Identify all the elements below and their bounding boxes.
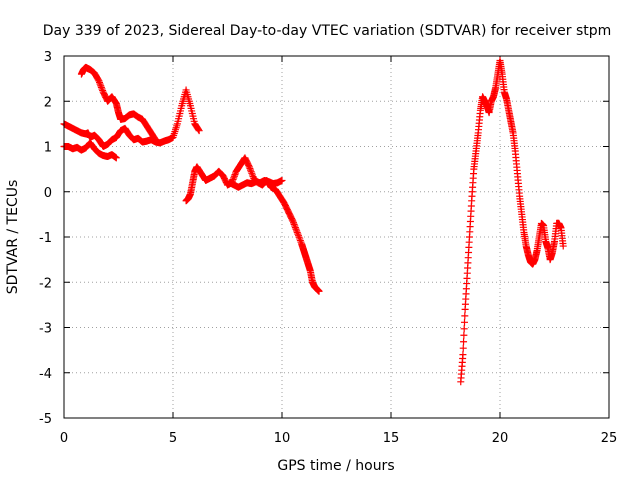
data-point — [231, 171, 239, 179]
data-point — [460, 325, 468, 333]
data-point — [293, 227, 301, 235]
data-point — [296, 237, 304, 245]
data-point — [248, 169, 256, 177]
data-point — [245, 163, 253, 171]
y-axis-label: SDTVAR / TECUs — [5, 180, 21, 295]
data-point — [278, 176, 286, 184]
data-point — [460, 338, 468, 346]
data-point — [96, 80, 104, 88]
x-tick-label: 0 — [60, 431, 68, 446]
y-tick-label: -5 — [39, 412, 52, 427]
data-point — [461, 312, 469, 320]
x-tick-label: 25 — [601, 431, 618, 446]
data-point — [289, 217, 297, 225]
data-series-2 — [77, 63, 160, 144]
data-point — [290, 219, 298, 227]
data-point — [97, 82, 105, 90]
y-tick-label: 0 — [44, 186, 52, 201]
chart-title: Day 339 of 2023, Sidereal Day-to-day VTE… — [43, 23, 612, 39]
data-point — [230, 174, 238, 182]
data-point — [152, 136, 160, 144]
data-point — [151, 135, 159, 143]
data-point — [247, 166, 255, 174]
data-point — [96, 79, 104, 87]
data-point — [98, 85, 106, 93]
data-layer — [60, 57, 567, 386]
data-series-4 — [226, 176, 286, 191]
data-point — [293, 228, 301, 236]
x-tick-label: 5 — [169, 431, 177, 446]
y-tick-label: 3 — [44, 50, 52, 65]
data-point — [230, 172, 238, 180]
data-point — [112, 154, 120, 162]
y-tick-label: -4 — [39, 367, 52, 382]
data-point — [248, 171, 256, 179]
data-point — [559, 242, 567, 250]
y-tick-label: 2 — [44, 95, 52, 110]
data-point — [246, 164, 254, 172]
plot-frame — [63, 55, 610, 419]
data-series-3 — [182, 154, 323, 295]
y-tick-label: -1 — [39, 231, 52, 246]
data-point — [195, 126, 203, 134]
data-point — [460, 318, 468, 326]
data-point — [295, 233, 303, 241]
data-point — [294, 230, 302, 238]
grid-layer — [64, 56, 609, 418]
data-point — [295, 232, 303, 240]
x-tick-label: 15 — [383, 431, 400, 446]
data-point — [291, 222, 299, 230]
x-tick-label: 20 — [492, 431, 509, 446]
data-point — [459, 351, 467, 359]
data-point — [195, 127, 203, 135]
data-point — [296, 235, 304, 243]
x-tick-label: 10 — [274, 431, 291, 446]
data-point — [247, 168, 255, 176]
data-series-0 — [60, 139, 120, 162]
data-point — [95, 77, 103, 85]
y-tick-label: -3 — [39, 322, 52, 337]
data-point — [290, 220, 298, 228]
data-point — [459, 344, 467, 352]
data-point — [291, 224, 299, 232]
data-point — [460, 331, 468, 339]
y-tick-label: 1 — [44, 141, 52, 156]
y-tick-label: -2 — [39, 276, 52, 291]
data-point — [292, 225, 300, 233]
data-series-1 — [60, 86, 203, 150]
data-series-5 — [457, 57, 567, 386]
tick-layer: 0 5 10 15 20 25 -5 -4 -3 -2 -1 0 1 2 3 — [39, 50, 617, 446]
data-point — [315, 287, 323, 295]
x-axis-label: GPS time / hours — [277, 458, 394, 474]
data-point — [97, 83, 105, 91]
